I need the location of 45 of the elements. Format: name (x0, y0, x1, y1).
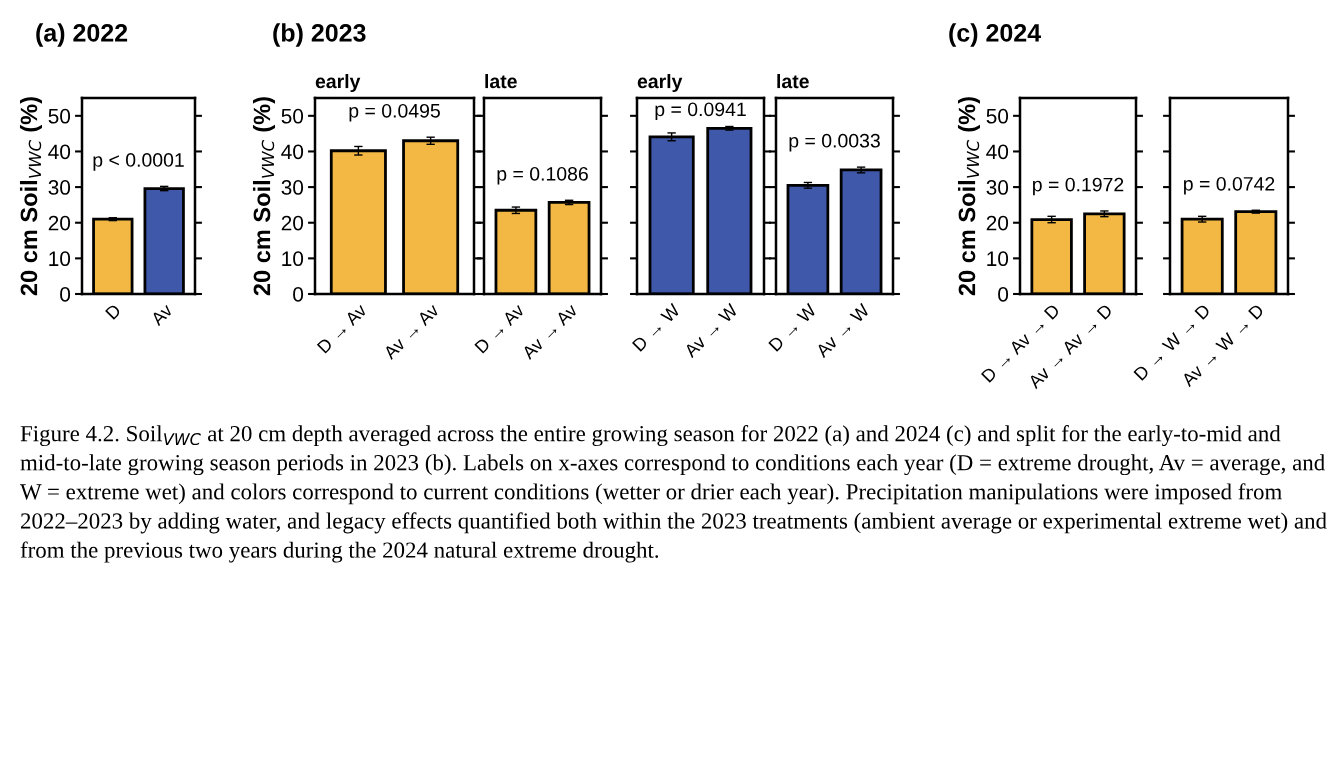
y-tick-label: 0 (60, 287, 71, 302)
y-axis-title: 20 cm Soil$_{VWC}$ (%) (957, 97, 980, 296)
chart-title: (c) 2024 (949, 23, 1041, 47)
annotation: p < 0.0001 (93, 153, 184, 171)
chart-subtitle: late (777, 73, 809, 89)
annotation: p = 0.0941 (655, 102, 746, 121)
chart-title: (a) 2022 (36, 23, 128, 47)
x-tick-label: Av → W (683, 302, 739, 359)
x-tick-label: D → Av (474, 302, 526, 354)
y-tick-label: 30 (281, 180, 304, 195)
annotation: p = 0.1972 (1033, 177, 1124, 196)
y-tick-label: 50 (48, 108, 71, 124)
x-tick-label: D → W (768, 302, 818, 352)
y-tick-label: 50 (281, 108, 304, 124)
y-tick-label: 10 (987, 251, 1009, 267)
x-tick-label: Av → W (815, 302, 871, 359)
x-tick-label: Av → Av (382, 302, 440, 361)
y-tick-label: 40 (281, 144, 304, 160)
x-tick-label: D (105, 303, 122, 320)
chart-subtitle: early (315, 73, 361, 93)
annotation: p = 0.0033 (789, 133, 880, 152)
y-tick-label: 20 (281, 215, 304, 231)
annotation: p = 0.0742 (1184, 176, 1275, 195)
y-tick-label: 40 (48, 144, 71, 160)
caption: Figure 4.2. Soil$_{VWC}$ at 20 cm depth averaged across the entire growing season for 2022 (a) and 2024 (c) and split for the early-to-mid and mid-to-late growing season periods in 2023 (b). Labels on x-axes correspond to conditions each year (D = extreme drought, Av = average, and W = extreme wet) and colors correspond to current conditions (wetter or drier each year). Precipitation manipulations were imposed from 2022–2023 by adding water, and legacy effects quantified both within the 2023 treatments (ambient average or experimental extreme wet) and from the previous two years during the 2024 natural extreme drought. (20, 425, 1327, 563)
x-tick-label: D → Av (316, 302, 368, 354)
chart-title: (b) 2023 (273, 23, 366, 47)
y-tick-label: 20 (986, 215, 1009, 231)
annotation: p = 0.0495 (349, 103, 440, 122)
y-tick-label: 10 (282, 251, 304, 267)
y-tick-label: 0 (293, 287, 304, 302)
y-tick-label: 20 (48, 215, 71, 231)
y-axis-title: 20 cm Soil$_{VWC}$ (%) (252, 97, 275, 296)
y-tick-label: 30 (986, 180, 1009, 195)
y-tick-label: 40 (986, 144, 1009, 160)
y-tick-label: 30 (48, 180, 71, 195)
annotation: p = 0.1086 (497, 166, 588, 185)
y-tick-label: 0 (998, 287, 1009, 302)
x-tick-label: Av (150, 302, 174, 327)
y-tick-label: 50 (986, 108, 1009, 124)
y-tick-label: 10 (49, 251, 71, 267)
chart-subtitle: late (485, 73, 517, 89)
y-axis-title: 20 cm Soil$_{VWC}$ (%) (19, 97, 42, 296)
chart-subtitle: early (637, 73, 683, 93)
x-tick-label: D → W (632, 302, 681, 352)
